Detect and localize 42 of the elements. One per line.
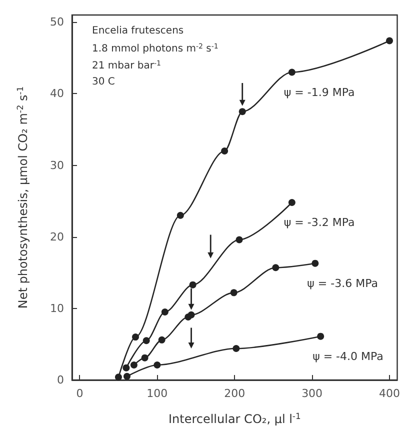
point: [114, 374, 122, 381]
point: [161, 308, 168, 316]
point: [176, 212, 184, 219]
x-tick-label: 100: [146, 387, 168, 400]
x-tick-label: 0: [76, 387, 84, 400]
y-tick-label: 10: [50, 302, 64, 315]
x-tick-label: 200: [224, 387, 246, 400]
point: [141, 354, 148, 362]
point: [312, 260, 319, 267]
y-tick-label: 50: [50, 16, 64, 29]
point: [158, 336, 166, 344]
point: [272, 264, 280, 272]
series-label: ψ = -1.9 MPa: [284, 86, 355, 99]
point: [238, 108, 246, 116]
point: [142, 337, 150, 344]
annotation: 30 C: [92, 76, 115, 88]
point: [154, 361, 161, 368]
x-tick-label: 400: [379, 387, 400, 400]
y-tick-label: 40: [50, 87, 64, 100]
annotation: Encelia frutescens: [92, 26, 184, 36]
y-tick-label: 20: [50, 230, 64, 244]
y-tick-label: 0: [57, 374, 64, 386]
point: [230, 289, 238, 296]
point: [386, 37, 393, 44]
point: [130, 361, 138, 368]
point: [288, 68, 296, 76]
point: [317, 332, 324, 340]
series-label: ψ = -3.6 MPa: [307, 276, 378, 290]
point: [123, 372, 130, 380]
x-tick-label: 300: [302, 387, 323, 400]
point: [221, 147, 228, 154]
y-tick-label: 30: [50, 158, 64, 172]
point: [132, 334, 139, 341]
point: [122, 364, 130, 372]
point: [236, 236, 243, 244]
point: [189, 281, 196, 288]
series-label: ψ = -3.2 MPa: [284, 216, 355, 230]
series-label: ψ = -4.0 MPa: [312, 350, 384, 363]
point: [288, 199, 296, 206]
point: [232, 345, 240, 352]
point: [188, 311, 195, 318]
y-axis-title: Net photosynthesis, μmol CO₂ m-2 s-1: [15, 86, 30, 309]
